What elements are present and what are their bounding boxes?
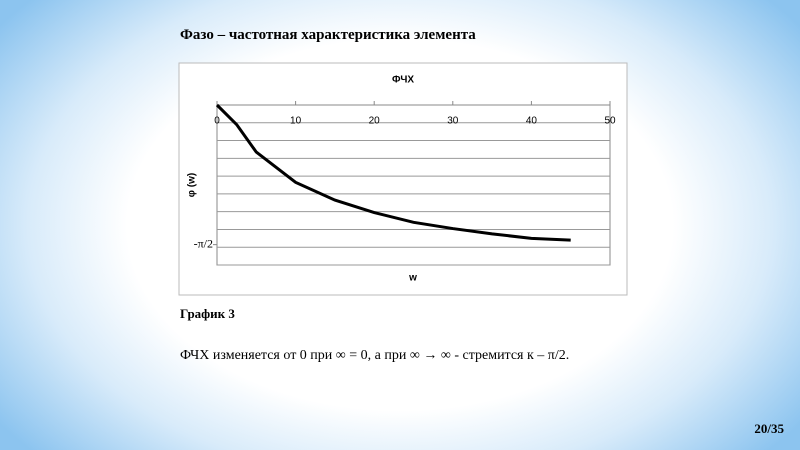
page-number: 20/35 [754, 421, 784, 436]
y-tick-label: -π/2 [194, 236, 213, 250]
slide-title: Фазо – частотная характеристика элемента [180, 27, 476, 43]
y-axis-label: φ (w) [187, 173, 198, 197]
x-tick-label: 40 [526, 116, 538, 127]
x-tick-label: 0 [214, 116, 220, 127]
chart-title: ФЧХ [392, 75, 414, 86]
chart-frame [178, 62, 628, 296]
body-text: ФЧХ изменяется от 0 при ∞ = 0, а при ∞ →… [180, 348, 570, 363]
line-series [215, 103, 571, 242]
x-tick-label: 20 [369, 116, 381, 127]
caption: График 3 [180, 306, 235, 321]
x-axis-label: w [408, 273, 417, 284]
x-tick-label: 10 [290, 116, 302, 127]
x-tick-label: 50 [604, 116, 616, 127]
x-tick-label: 30 [447, 116, 459, 127]
